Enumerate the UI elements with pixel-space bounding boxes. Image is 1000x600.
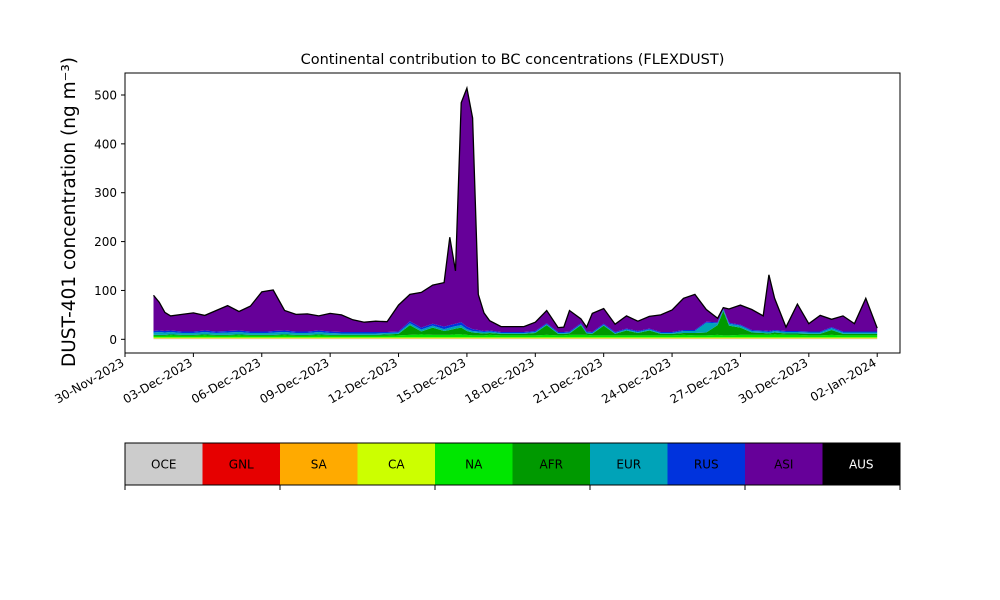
area-oce	[153, 338, 878, 340]
area-ca	[153, 337, 878, 339]
legend-colorbar: OCE GNL SA CA NA AFR EUR RUS ASI AUS	[124, 442, 901, 490]
legend-swatch-gnl	[202, 443, 280, 485]
legend-label-sa: SA	[311, 458, 328, 472]
y-axis: 0 100 200 300 400 500	[94, 88, 125, 347]
plot-frame	[124, 72, 901, 354]
legend-swatch-oce	[125, 443, 203, 485]
y-tick-label: 300	[94, 186, 117, 200]
legend-swatch-aus	[822, 443, 900, 485]
legend-label-ca: CA	[388, 458, 405, 472]
legend-label-eur: EUR	[616, 458, 641, 472]
legend-swatch-na	[435, 443, 513, 485]
legend-swatch-afr	[512, 443, 590, 485]
legend-swatch-asi	[745, 443, 823, 485]
legend-label-na: NA	[465, 458, 483, 472]
legend-label-rus: RUS	[694, 458, 719, 472]
legend-swatch-eur	[590, 443, 668, 485]
legend-label-gnl: GNL	[229, 458, 254, 472]
area-na	[153, 334, 878, 338]
legend-swatch-rus	[667, 443, 745, 485]
y-axis-label: DUST-401 concentration (ng m⁻³)	[59, 57, 80, 367]
legend-swatch-sa	[280, 443, 358, 485]
legend-label-oce: OCE	[151, 458, 176, 472]
legend-label-asi: ASI	[774, 458, 793, 472]
legend-swatch-ca	[357, 443, 435, 485]
y-tick-label: 200	[94, 235, 117, 249]
legend-label-afr: AFR	[540, 458, 563, 472]
y-tick-label: 500	[94, 88, 117, 102]
y-tick-label: 100	[94, 284, 117, 298]
total-outline-line	[152, 85, 878, 329]
y-tick-label: 0	[109, 333, 117, 347]
total-outline-layer	[152, 85, 878, 329]
area-series-layer	[153, 88, 878, 340]
area-sa	[153, 338, 878, 339]
area-asi	[153, 88, 878, 332]
area-eur	[153, 309, 878, 335]
legend-label-aus: AUS	[849, 458, 874, 472]
y-tick-label: 400	[94, 137, 117, 151]
chart-title: Continental contribution to BC concentra…	[301, 52, 725, 68]
legend-frame	[124, 442, 901, 486]
